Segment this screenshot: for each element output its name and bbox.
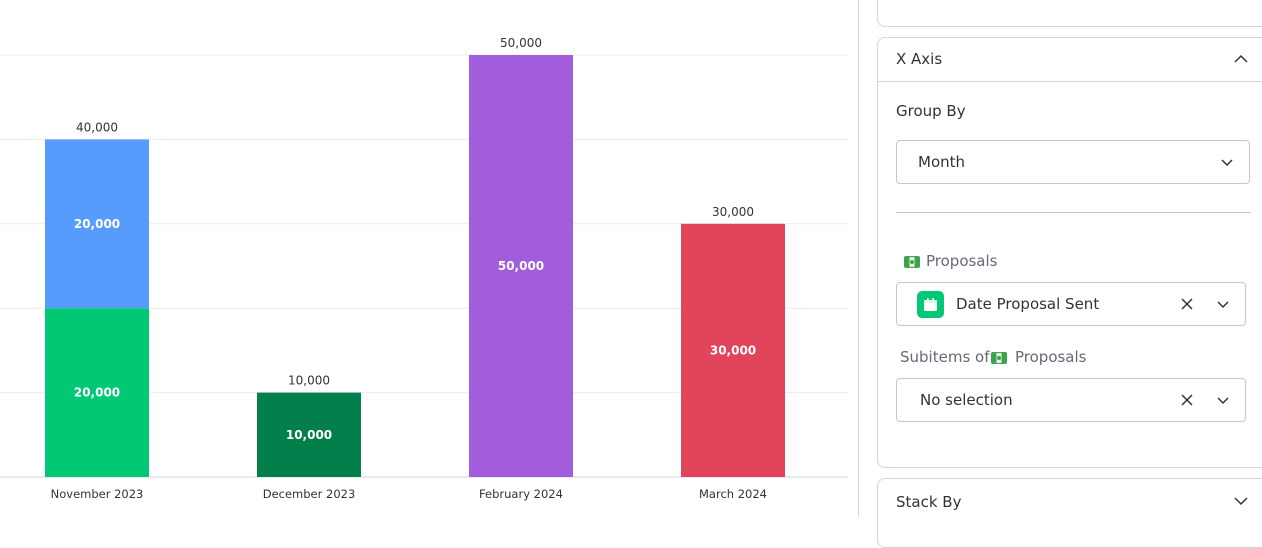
stacked-bar-chart: 20,000 20,000 40,000 November 2023 10,000 10,…	[0, 36, 848, 501]
bar-total-label: 10,000	[288, 374, 330, 388]
bar-total-label: 40,000	[76, 120, 118, 134]
segment-value-label: 30,000	[710, 343, 756, 357]
bar-segment[interactable]	[45, 139, 149, 309]
board-label: Proposals	[926, 252, 998, 270]
chevron-down-icon	[1217, 301, 1229, 309]
board-column-dropdown[interactable]: Date Proposal Sent	[896, 282, 1246, 326]
segment-value-label: 10,000	[286, 428, 332, 442]
segment-value-label: 20,000	[74, 217, 120, 231]
group-by-label: Group By	[896, 102, 966, 120]
bar-segment[interactable]	[257, 392, 361, 477]
bar-segment[interactable]	[469, 55, 573, 477]
chevron-down-icon	[1217, 397, 1229, 405]
board-column-value: Date Proposal Sent	[956, 295, 1100, 313]
stack-by-section[interactable]: Stack By	[877, 478, 1262, 548]
subitems-board-label: Proposals	[1015, 348, 1087, 366]
x-tick-label: December 2023	[263, 487, 356, 501]
x-tick-label: February 2024	[479, 487, 563, 501]
x-axis-section-header[interactable]: X Axis	[878, 38, 1262, 82]
panel-divider	[858, 0, 859, 517]
bar-total-label: 30,000	[712, 205, 754, 219]
stack-by-section-title: Stack By	[896, 493, 962, 511]
bar-segment[interactable]	[45, 308, 149, 477]
subitems-value: No selection	[920, 391, 1013, 409]
chevron-up-icon[interactable]	[1233, 51, 1249, 67]
chart-area: 20,000 20,000 40,000 November 2023 10,000 10,…	[0, 36, 848, 501]
close-icon[interactable]	[1179, 392, 1195, 408]
bar-segment[interactable]	[681, 223, 785, 477]
group-by-value: Month	[918, 153, 966, 171]
x-axis-section-title: X Axis	[896, 50, 943, 68]
section-divider	[896, 212, 1251, 213]
money-icon	[991, 352, 1007, 364]
chevron-down-icon[interactable]	[1233, 493, 1249, 509]
previous-section-card	[877, 0, 1262, 27]
bar-total-label: 50,000	[500, 36, 542, 50]
subitems-column-dropdown[interactable]: No selection	[896, 378, 1246, 422]
x-tick-label: March 2024	[699, 487, 767, 501]
chevron-down-icon	[1221, 159, 1233, 167]
close-icon[interactable]	[1179, 296, 1195, 312]
segment-value-label: 50,000	[498, 259, 544, 273]
money-icon	[904, 256, 920, 268]
calendar-icon	[917, 291, 944, 318]
segment-value-label: 20,000	[74, 386, 120, 400]
group-by-dropdown[interactable]: Month	[896, 140, 1250, 184]
subitems-prefix: Subitems of	[900, 348, 990, 366]
x-axis-section: X Axis Group By Month Proposals Date Pro…	[877, 37, 1262, 468]
x-tick-label: November 2023	[51, 487, 144, 501]
